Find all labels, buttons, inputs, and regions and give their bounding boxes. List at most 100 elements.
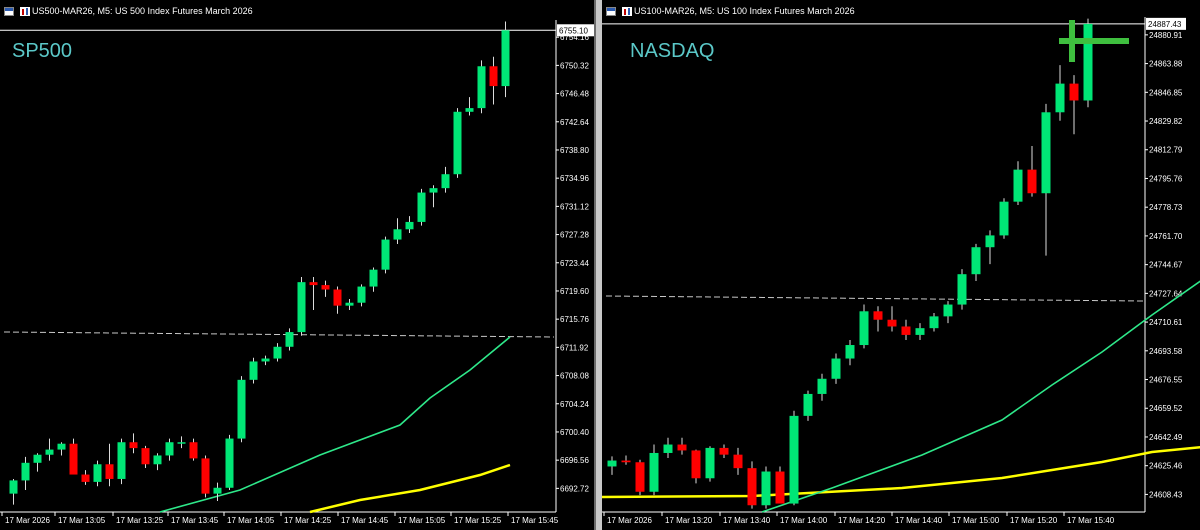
candle	[405, 216, 414, 233]
candle	[957, 269, 967, 310]
y-tick-label: 6715.76	[560, 315, 589, 324]
candle-body	[957, 274, 967, 305]
x-tick-label: 17 Mar 13:25	[116, 516, 164, 525]
candle-body	[261, 358, 270, 362]
nasdaq-chart-panel[interactable]: US100-MAR26, M5: US 100 Index Futures Ma…	[602, 0, 1200, 530]
y-tick-label: 6711.92	[560, 343, 589, 352]
candle	[453, 108, 462, 178]
candlestick-icon	[622, 6, 632, 16]
candle-body	[441, 174, 450, 189]
candle-body	[93, 464, 102, 482]
x-tick-label: 17 Mar 2026	[607, 516, 652, 525]
candle	[81, 470, 90, 485]
candle-body	[915, 328, 925, 335]
x-tick-label: 17 Mar 13:20	[665, 516, 713, 525]
y-tick-label: 6700.40	[560, 428, 589, 437]
y-tick-label: 24710.61	[1149, 318, 1183, 327]
candle	[357, 284, 366, 307]
candle	[489, 56, 498, 105]
x-tick-label: 17 Mar 15:45	[511, 516, 559, 525]
y-tick-label: 24846.85	[1149, 88, 1183, 97]
candle-body	[649, 452, 659, 492]
candle	[831, 353, 841, 384]
y-tick-label: 6742.64	[560, 118, 589, 127]
ma-fast-line	[159, 336, 511, 513]
candle	[69, 438, 78, 475]
candle-body	[733, 454, 743, 469]
candle	[929, 312, 939, 332]
y-tick-label: 6734.96	[560, 174, 589, 183]
candle-body	[405, 221, 414, 230]
candle	[845, 339, 855, 366]
y-tick-label: 6719.60	[560, 287, 589, 296]
candle-body	[489, 66, 498, 87]
candle	[261, 355, 270, 366]
candle-body	[1055, 83, 1065, 113]
candle-body	[201, 458, 210, 494]
candle-body	[153, 455, 162, 465]
sp500-candlestick-chart[interactable]: 6754.16 6750.32 6746.48 6742.64 6738.80 6734.…	[0, 0, 596, 530]
candle	[1069, 75, 1079, 135]
y-tick-label: 24625.46	[1149, 462, 1183, 471]
y-tick-label: 24642.49	[1149, 433, 1183, 442]
candle-body	[225, 438, 234, 488]
candle	[635, 459, 645, 496]
sp500-chart-panel[interactable]: US500-MAR26, M5: US 500 Index Futures Ma…	[0, 0, 596, 530]
y-tick-label: 6723.44	[560, 259, 589, 268]
nasdaq-label: NASDAQ	[630, 40, 715, 62]
candle	[477, 60, 486, 114]
candle-body	[887, 319, 897, 327]
candle	[971, 243, 981, 281]
x-tick-label: 17 Mar 14:05	[227, 516, 275, 525]
candle-body	[141, 448, 150, 465]
candle	[213, 482, 222, 501]
x-tick-label: 17 Mar 15:40	[1067, 516, 1115, 525]
candle	[677, 437, 687, 455]
x-tick-label: 17 Mar 14:45	[341, 516, 389, 525]
candle	[817, 373, 827, 401]
candle	[201, 455, 210, 498]
candle-body	[705, 447, 715, 479]
candle	[177, 436, 186, 449]
candle	[803, 390, 813, 421]
candle	[93, 460, 102, 487]
pane-divider[interactable]	[596, 0, 602, 530]
candle-body	[477, 66, 486, 109]
candle	[1083, 18, 1093, 108]
candle-body	[345, 302, 354, 306]
x-tick-label: 17 Mar 15:25	[454, 516, 502, 525]
candle-body	[105, 464, 114, 479]
price-reference-line	[3, 331, 555, 338]
y-tick-label: 24795.76	[1149, 174, 1183, 183]
candle	[165, 438, 174, 461]
candle-body	[817, 378, 827, 394]
candle	[873, 306, 883, 332]
chart-title: US100-MAR26, M5: US 100 Index Futures Ma…	[634, 6, 855, 16]
candle	[297, 277, 306, 336]
candle	[369, 267, 378, 292]
y-tick-label: 24608.43	[1149, 490, 1183, 499]
candle-body	[213, 487, 222, 494]
candle-body	[929, 316, 939, 329]
x-tick-label: 17 Mar 2026	[5, 516, 50, 525]
candle-body	[309, 282, 318, 286]
candle	[393, 218, 402, 244]
candle	[607, 456, 617, 475]
current-price-label: 24887.43	[1148, 20, 1182, 29]
sp500-label: SP500	[12, 40, 73, 62]
candle-body	[761, 471, 771, 506]
candle	[663, 437, 673, 459]
crosshair-horizontal-bar	[1059, 38, 1129, 44]
candle	[189, 438, 198, 461]
candle-body	[845, 345, 855, 359]
y-tick-label: 24778.73	[1149, 203, 1183, 212]
y-tick-label: 6727.28	[560, 231, 589, 240]
ma-slow-line	[602, 445, 1200, 499]
nasdaq-candlestick-chart[interactable]: 24880.91 24863.88 24846.85 24829.82 24812.79…	[602, 0, 1200, 530]
y-tick-label: 24829.82	[1149, 117, 1183, 126]
candle-body	[69, 443, 78, 475]
candle	[45, 438, 54, 461]
candle	[943, 301, 953, 324]
candle-body	[57, 443, 66, 450]
candle-body	[1041, 112, 1051, 194]
